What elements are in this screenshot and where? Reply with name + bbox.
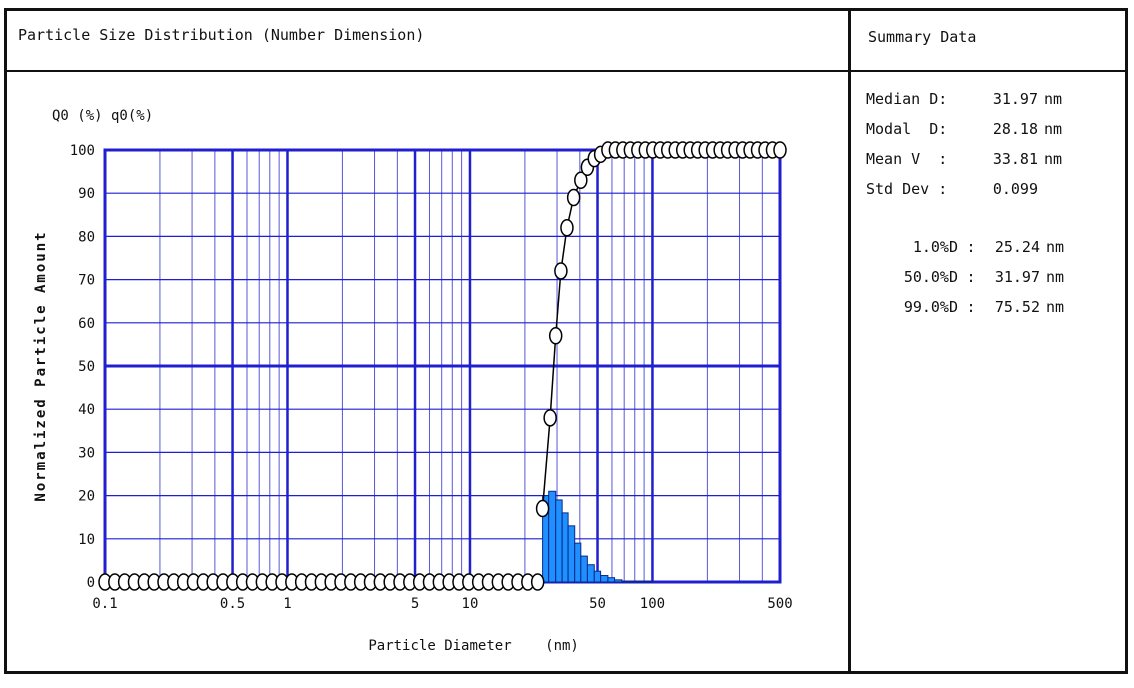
histogram-bar [580, 555, 588, 583]
y-tick-label: 90 [78, 186, 95, 202]
histogram-bar [607, 577, 616, 583]
summary-label: Median D: [866, 90, 948, 108]
y-tick-label: 30 [78, 445, 95, 461]
summary-row-d99: 99.0%D : 75.52 nm [866, 292, 1064, 322]
summary-value: 31.97 [994, 268, 1040, 286]
histogram-bar [548, 490, 557, 583]
x-tick-label: 500 [767, 596, 792, 612]
y-tick-label: 70 [78, 273, 95, 289]
summary-row-stddev: Std Dev : 0.099 [866, 174, 1064, 204]
y-tick-label: 0 [87, 575, 95, 591]
header-divider [4, 70, 1128, 72]
summary-unit: nm [1044, 90, 1063, 108]
summary-label: Modal D: [866, 120, 948, 138]
summary-label: Mean V : [866, 150, 948, 168]
cumulative-point [566, 188, 581, 207]
histogram-bar [574, 542, 582, 583]
summary-row-d50: 50.0%D : 31.97 nm [866, 262, 1064, 292]
summary-label: 99.0%D [903, 298, 958, 316]
summary-label: 1.0%D [912, 238, 958, 256]
x-tick-label: 0.1 [92, 596, 117, 612]
summary-row-mean: Mean V : 33.81 nm [866, 144, 1064, 174]
summary-row-d1: 1.0%D : 25.24 nm [866, 232, 1064, 262]
summary-value: 25.24 [994, 238, 1040, 256]
cumulative-point [773, 141, 787, 159]
histogram-bar [593, 570, 602, 583]
summary-label: 50.0%D [903, 268, 958, 286]
x-tick-label: 5 [411, 596, 419, 612]
window-frame [4, 8, 1128, 674]
cumulative-point [535, 499, 550, 518]
y-axis-label: Normalized Particle Amount [33, 230, 49, 501]
y-tick-label: 50 [78, 359, 95, 375]
summary-unit: nm [1046, 268, 1065, 286]
y-legend-label: Q0 (%) q0(%) [52, 108, 153, 124]
x-tick-label: 50 [589, 596, 606, 612]
summary-separator: : [966, 298, 976, 316]
histogram-bar [614, 579, 623, 583]
summary-value: 31.97 [992, 90, 1038, 108]
histogram-bar [555, 499, 563, 583]
cumulative-point [548, 327, 563, 345]
summary-unit: nm [1046, 298, 1065, 316]
x-tick-label: 1 [283, 596, 291, 612]
histogram-bar [561, 512, 569, 583]
summary-unit: nm [1044, 120, 1063, 138]
y-tick-label: 60 [78, 316, 95, 332]
y-tick-label: 100 [70, 143, 95, 159]
cumulative-point [543, 409, 557, 427]
x-tick-label: 0.5 [220, 596, 245, 612]
summary-separator: : [966, 238, 976, 256]
y-tick-label: 20 [78, 489, 95, 505]
y-tick-label: 80 [78, 229, 95, 245]
chart-panel-title: Particle Size Distribution (Number Dimen… [18, 26, 425, 44]
cumulative-point [554, 262, 568, 280]
summary-value: 33.81 [992, 150, 1038, 168]
summary-panel-title: Summary Data [868, 28, 977, 46]
x-axis-unit: (nm) [545, 638, 579, 654]
y-tick-label: 40 [78, 402, 95, 418]
histogram-bar [600, 575, 609, 583]
histogram-bar [621, 580, 653, 583]
histogram-bar [567, 525, 576, 583]
x-tick-label: 100 [640, 596, 665, 612]
summary-unit: nm [1044, 150, 1063, 168]
summary-row-median: Median D: 31.97 nm [866, 84, 1064, 114]
cumulative-point [574, 171, 588, 189]
x-tick-label: 10 [462, 596, 479, 612]
cumulative-point [560, 219, 574, 237]
histogram-bar [586, 564, 595, 583]
x-axis-label: Particle Diameter [368, 638, 511, 654]
panel-divider [848, 8, 851, 674]
summary-unit: nm [1046, 238, 1065, 256]
summary-value: 0.099 [992, 180, 1038, 198]
summary-value: 75.52 [994, 298, 1040, 316]
cumulative-point [530, 573, 545, 591]
summary-value: 28.18 [992, 120, 1038, 138]
summary-data: Median D: 31.97 nm Modal D: 28.18 nm Mea… [866, 84, 1064, 322]
summary-row-modal: Modal D: 28.18 nm [866, 114, 1064, 144]
summary-label: Std Dev : [866, 180, 948, 198]
summary-separator: : [966, 268, 976, 286]
y-tick-label: 10 [78, 532, 95, 548]
